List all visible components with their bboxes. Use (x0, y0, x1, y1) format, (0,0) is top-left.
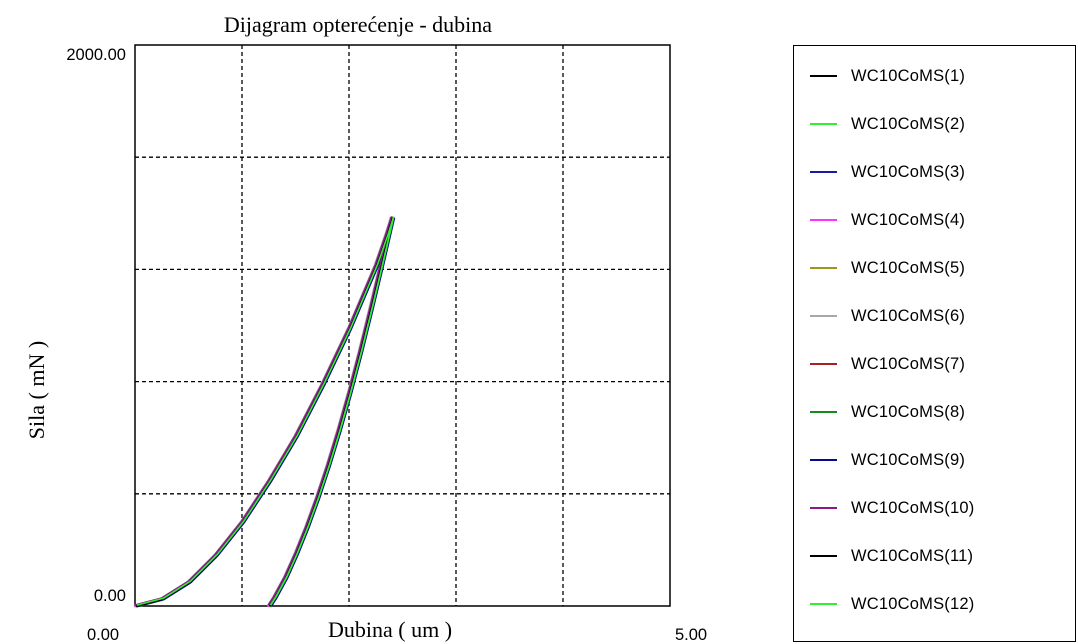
legend-label: WC10CoMS(12) (851, 594, 975, 613)
legend-swatch (810, 603, 837, 605)
legend-item: WC10CoMS(9) (794, 448, 965, 472)
legend-label: WC10CoMS(1) (851, 66, 966, 85)
series-line-8 (136, 218, 395, 608)
y-tick-label-min: 0.00 (94, 587, 126, 605)
series-line-2 (135, 216, 394, 607)
loading-curve (135, 216, 394, 607)
grid (135, 45, 670, 606)
unloading-curve (269, 218, 395, 608)
legend-swatch (810, 75, 837, 77)
series-line-6 (133, 216, 392, 607)
x-tick-label-max: 5.00 (675, 626, 707, 644)
chart-title: Dijagram opterećenje - dubina (224, 12, 492, 37)
legend-swatch (810, 363, 837, 365)
series-line-3 (136, 217, 395, 608)
legend-item: WC10CoMS(6) (794, 304, 965, 328)
legend-swatch (810, 267, 837, 269)
legend-item: WC10CoMS(3) (794, 160, 965, 184)
series-group (133, 216, 396, 608)
legend-label: WC10CoMS(3) (851, 162, 966, 181)
legend-item: WC10CoMS(11) (794, 544, 973, 568)
loading-curve (135, 216, 393, 606)
series-line-7 (135, 216, 394, 606)
series-line-5 (135, 218, 394, 608)
unloading-curve (270, 217, 395, 607)
legend-item: WC10CoMS(10) (794, 496, 974, 520)
unloading-curve (267, 216, 393, 606)
loading-curve (136, 217, 395, 608)
legend-swatch (810, 555, 837, 557)
chart: Dijagram opterećenje - dubina Dubina ( u… (24, 12, 707, 644)
y-tick-label-max: 2000.00 (66, 46, 126, 64)
y-axis-label: Sila ( mN ) (24, 341, 49, 439)
legend-label: WC10CoMS(7) (851, 354, 966, 373)
loading-curve (135, 218, 394, 608)
plot-frame (134, 44, 671, 607)
unloading-curve (269, 216, 395, 606)
legend-label: WC10CoMS(8) (851, 402, 966, 421)
x-tick-label-min: 0.00 (87, 626, 119, 644)
legend-label: WC10CoMS(10) (851, 498, 975, 517)
legend-swatch (810, 171, 837, 173)
loading-curve (134, 216, 393, 606)
loading-curve (135, 217, 394, 608)
loading-curve (136, 218, 395, 608)
legend-item: WC10CoMS(12) (794, 592, 974, 616)
legend-label: WC10CoMS(5) (851, 258, 966, 277)
loading-curve (136, 216, 395, 606)
legend-swatch (810, 315, 837, 317)
legend-swatch (810, 459, 837, 461)
series-line-12 (136, 216, 395, 606)
legend-label: WC10CoMS(9) (851, 450, 966, 469)
legend-label: WC10CoMS(11) (851, 546, 974, 565)
legend-label: WC10CoMS(2) (851, 114, 966, 133)
legend-item: WC10CoMS(4) (794, 208, 965, 232)
legend-item: WC10CoMS(7) (794, 352, 965, 376)
legend-label: WC10CoMS(4) (851, 210, 966, 229)
legend-label: WC10CoMS(6) (851, 306, 966, 325)
loading-curve (133, 217, 392, 608)
legend-item: WC10CoMS(5) (794, 256, 965, 280)
unloading-curve (270, 217, 396, 607)
series-line-11 (135, 217, 394, 608)
legend: WC10CoMS(1) WC10CoMS(2) WC10CoMS(3) WC10CoM… (793, 45, 1076, 642)
legend-swatch (810, 507, 837, 509)
legend-swatch (810, 123, 837, 125)
loading-curve (134, 217, 393, 607)
legend-swatch (810, 411, 837, 413)
series-line-9 (137, 217, 396, 607)
loading-curve (137, 217, 396, 607)
legend-item: WC10CoMS(8) (794, 400, 965, 424)
x-axis-label: Dubina ( um ) (328, 617, 452, 642)
legend-item: WC10CoMS(1) (794, 64, 965, 88)
legend-swatch (810, 219, 837, 221)
legend-item: WC10CoMS(2) (794, 112, 965, 136)
series-line-4 (133, 217, 392, 608)
loading-curve (133, 216, 392, 607)
series-line-1 (134, 217, 393, 607)
series-line-10 (134, 216, 393, 606)
